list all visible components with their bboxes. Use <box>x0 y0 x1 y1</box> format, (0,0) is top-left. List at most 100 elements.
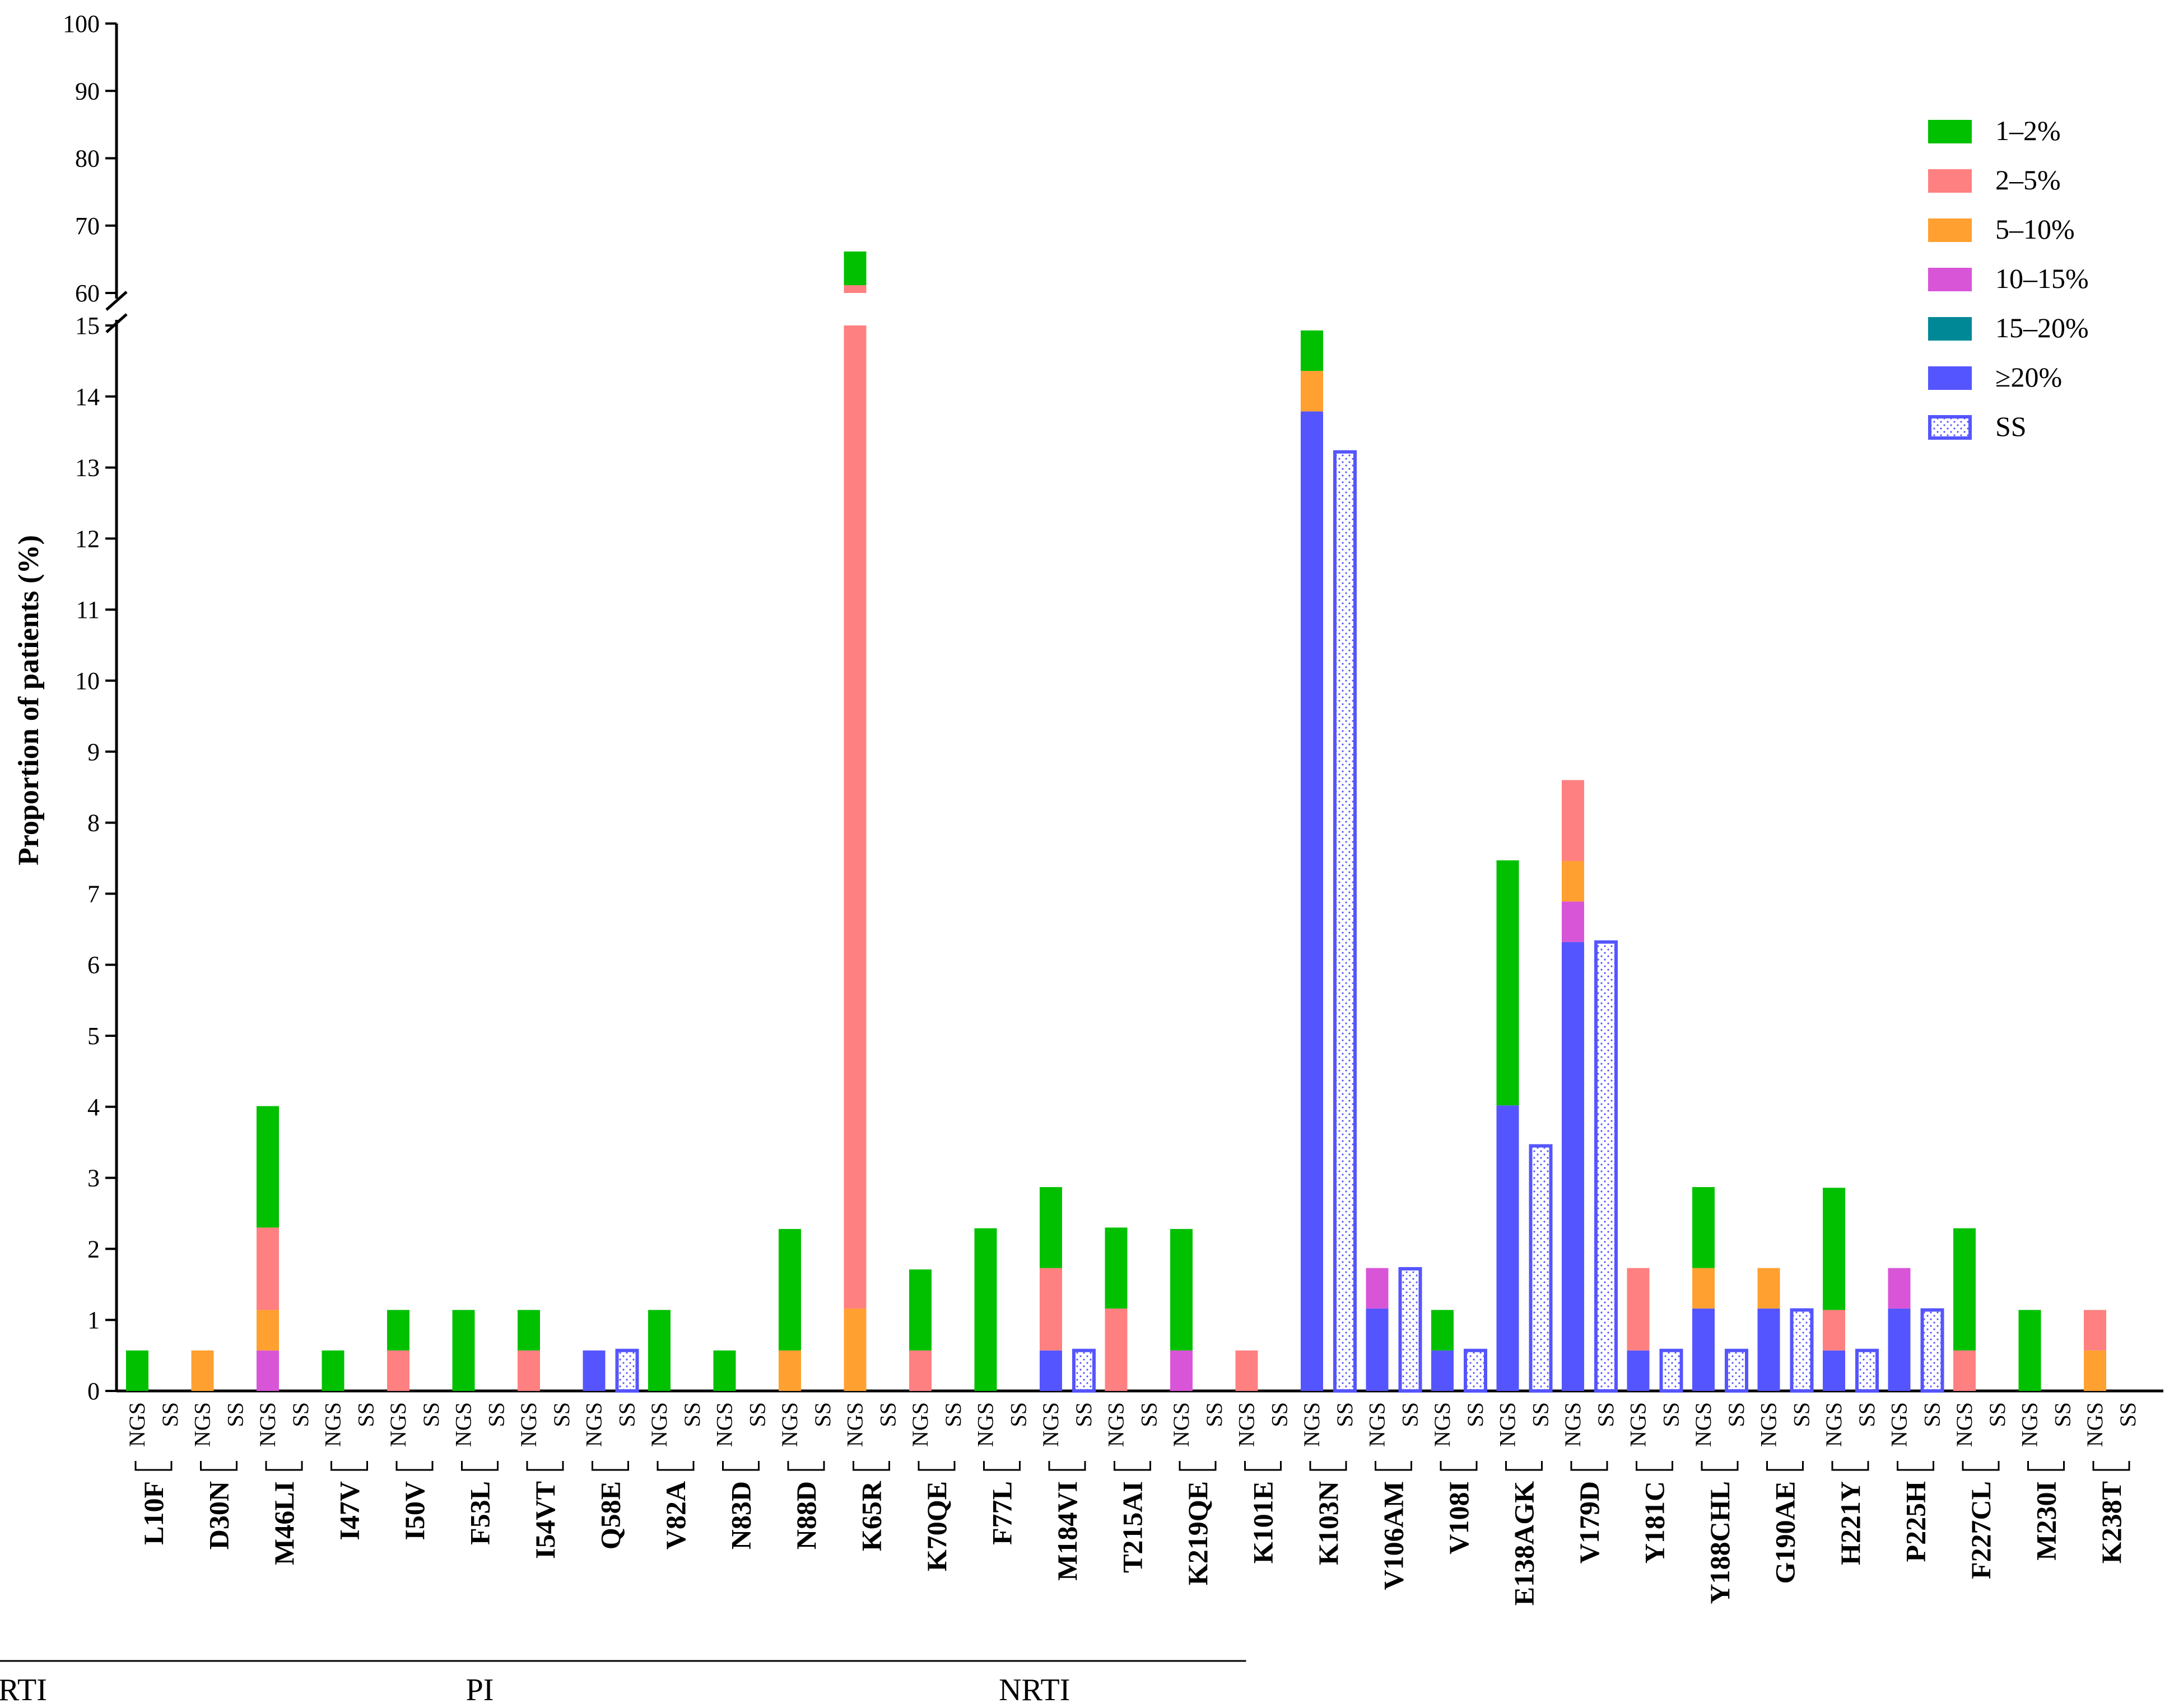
bar-segment-g25 <box>1627 1268 1650 1351</box>
bar-segment-g20 <box>1888 1308 1911 1391</box>
sub-label-ss: SS <box>810 1402 835 1427</box>
sub-label-ss: SS <box>223 1402 248 1427</box>
bar-segment-g12 <box>779 1228 801 1351</box>
bracket <box>1831 1461 1869 1471</box>
bar-segment-g12 <box>387 1310 409 1351</box>
sub-label-ngs: NGS <box>190 1402 215 1447</box>
sub-label-ss: SS <box>1006 1402 1031 1427</box>
bar-ss <box>1855 1348 1879 1393</box>
mutation-label: E138AGK <box>1509 1481 1540 1605</box>
bracket <box>918 1461 956 1471</box>
legend-label: ≥20% <box>1995 361 2062 393</box>
bar-segment-g12 <box>844 251 867 286</box>
bar-segment-g12 <box>974 1228 997 1391</box>
bar-segment-g25 <box>2084 1310 2106 1351</box>
mutation-label: T215AI <box>1117 1481 1148 1573</box>
sub-label-ss: SS <box>1202 1402 1227 1427</box>
bar-segment-g510 <box>1562 861 1584 902</box>
group-label: NNRTI <box>0 1673 47 1707</box>
bracket <box>2027 1461 2065 1471</box>
mutation-label: G190AE <box>1770 1481 1801 1584</box>
bracket <box>787 1461 825 1471</box>
bracket <box>461 1461 499 1471</box>
bar-segment-g20 <box>1040 1350 1062 1391</box>
bracket <box>1244 1461 1282 1471</box>
bar-segment-g12 <box>1953 1228 1976 1351</box>
sub-label-ngs: NGS <box>1038 1402 1063 1447</box>
legend-label: 15–20% <box>1995 312 2089 343</box>
mutation-label: V82A <box>660 1481 691 1549</box>
sub-label-ngs: NGS <box>646 1402 672 1447</box>
x-axis-labels: NGS SS L10F NGS SS D30N NGS SS M46LI NGS SS I47V NGS… <box>0 1402 2140 1707</box>
bracket <box>134 1461 173 1471</box>
bar-segment-g25 <box>909 1350 932 1391</box>
mutation-label: K70QE <box>921 1481 952 1571</box>
sub-label-ss: SS <box>288 1402 313 1427</box>
bar-ss <box>1529 1144 1553 1393</box>
mutation-label: K219QE <box>1182 1481 1213 1585</box>
bracket <box>1636 1461 1673 1471</box>
bar-ss <box>1920 1308 1944 1393</box>
bracket <box>1897 1461 1934 1471</box>
bar-segment-g20 <box>1301 411 1323 1391</box>
bar-segment-g1015 <box>1170 1350 1193 1391</box>
bar-segment-g510 <box>2084 1350 2106 1391</box>
sub-label-ss: SS <box>1137 1402 1162 1427</box>
sub-label-ss: SS <box>1789 1402 1814 1427</box>
y-tick-label: 4 <box>87 1093 100 1121</box>
bar-segment-g510 <box>1757 1268 1780 1309</box>
sub-label-ss: SS <box>1724 1402 1749 1427</box>
bar-segment-g12 <box>1692 1187 1715 1268</box>
sub-label-ss: SS <box>1920 1402 1945 1427</box>
group-label: NRTI <box>999 1673 1070 1707</box>
mutation-label: K65R <box>856 1481 887 1551</box>
bar-segment-g12 <box>1431 1310 1454 1351</box>
bar-segment-g12 <box>126 1350 148 1391</box>
bar-segment-g12 <box>1823 1188 1845 1310</box>
bar-ss <box>1790 1308 1814 1393</box>
sub-label-ss: SS <box>2115 1402 2140 1427</box>
mutation-label: M230I <box>2031 1481 2062 1561</box>
bar-ss <box>1072 1348 1096 1393</box>
sub-label-ss: SS <box>1528 1402 1553 1427</box>
y-tick-label: 12 <box>75 525 100 552</box>
sub-label-ss: SS <box>1854 1402 1879 1427</box>
bar-segment-g1015 <box>1888 1268 1911 1309</box>
axis-break-mark <box>105 291 128 311</box>
y-tick-label: 15 <box>75 312 100 339</box>
sub-label-ss: SS <box>679 1402 705 1427</box>
y-tick-label: 2 <box>87 1235 100 1263</box>
bar-segment-g510 <box>257 1310 279 1351</box>
y-tick-label: 60 <box>75 280 100 307</box>
y-tick-label: 90 <box>75 77 100 105</box>
mutation-label: K101E <box>1247 1481 1279 1563</box>
legend-label: 5–10% <box>1995 213 2075 245</box>
bar-segment-g20 <box>1562 942 1584 1391</box>
sub-label-ss: SS <box>1267 1402 1292 1427</box>
sub-label-ss: SS <box>941 1402 966 1427</box>
sub-label-ngs: NGS <box>973 1402 998 1447</box>
bar-segment-g20 <box>583 1350 606 1391</box>
bracket <box>1309 1461 1347 1471</box>
mutation-label: I54VT <box>529 1481 561 1559</box>
sub-label-ss: SS <box>1332 1402 1357 1427</box>
bracket <box>526 1461 564 1471</box>
bar-segment-g510 <box>191 1350 214 1391</box>
bracket <box>853 1461 890 1471</box>
legend-swatch-g25 <box>1928 169 1972 193</box>
bracket <box>1114 1461 1151 1471</box>
sub-label-ss: SS <box>1593 1402 1618 1427</box>
mutation-label: Q58E <box>595 1481 626 1549</box>
bar-segment-g510 <box>1692 1268 1715 1309</box>
bar-segment-g20 <box>1823 1350 1845 1391</box>
y-tick-label: 9 <box>87 738 100 766</box>
sub-label-ngs: NGS <box>1887 1402 1912 1447</box>
y-tick-label: 13 <box>75 454 100 482</box>
bar-ss <box>1398 1267 1422 1393</box>
sub-label-ngs: NGS <box>1691 1402 1716 1447</box>
bar-segment-g20 <box>1431 1350 1454 1391</box>
legend-swatch-g1520 <box>1928 317 1972 341</box>
bar-segment-g510 <box>779 1350 801 1391</box>
sub-label-ngs: NGS <box>1299 1402 1324 1447</box>
